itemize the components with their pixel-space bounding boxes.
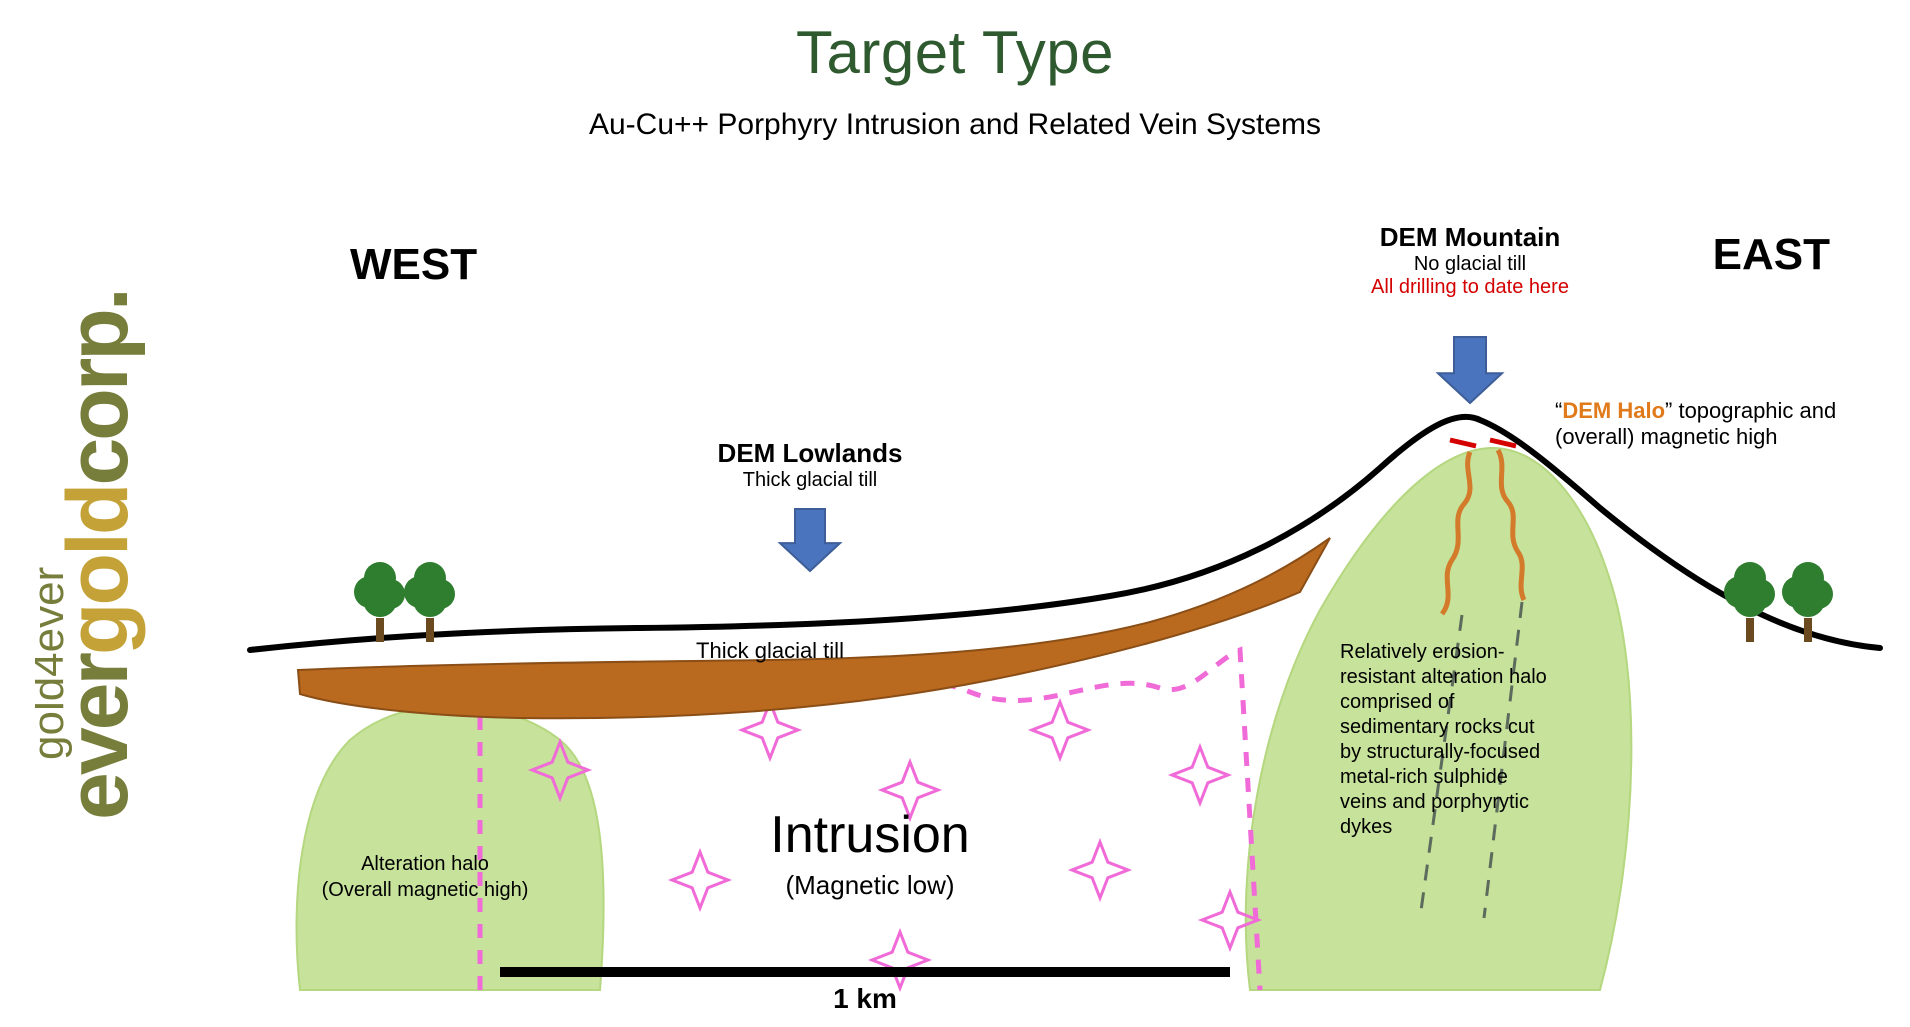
intrusion-sub: (Magnetic low)	[785, 870, 954, 900]
down-arrow-icon	[780, 509, 840, 571]
halo-left-line1: Alteration halo	[361, 853, 489, 875]
till-inline-label: Thick glacial till	[696, 638, 844, 663]
vein-cap-1	[1450, 440, 1476, 446]
dem-mountain-line1: No glacial till	[1320, 253, 1620, 276]
surface-line	[250, 417, 1880, 650]
cross-section-svg: 1 km Intrusion (Magnetic low) Thick glac…	[0, 0, 1910, 1027]
scale-label: 1 km	[833, 983, 897, 1014]
tree-icon	[1782, 562, 1833, 642]
dem-mountain-line2: All drilling to date here	[1320, 276, 1620, 299]
dem-lowlands-block: DEM Lowlands Thick glacial till	[660, 438, 960, 492]
dem-halo-annotation: “DEM Halo” topographic and (overall) mag…	[1555, 398, 1875, 450]
intrusion-title: Intrusion	[770, 806, 969, 864]
diagram-stage: evergoldcorp. gold4ever Target Type Au-C…	[0, 0, 1910, 1027]
dem-mountain-block: DEM Mountain No glacial till All drillin…	[1320, 222, 1620, 299]
down-arrow-icon	[1438, 337, 1502, 403]
tree-icon	[1724, 562, 1775, 642]
dem-halo-name: DEM Halo	[1562, 398, 1665, 423]
halo-left-line2: (Overall magnetic high)	[322, 879, 529, 901]
tree-icon	[404, 562, 455, 642]
dem-mountain-heading: DEM Mountain	[1320, 222, 1620, 253]
halo-right-paragraph: Relatively erosion-resistant alteration …	[1340, 640, 1560, 840]
tree-icon	[354, 562, 405, 642]
dem-lowlands-line1: Thick glacial till	[660, 469, 960, 492]
dem-lowlands-heading: DEM Lowlands	[660, 438, 960, 469]
